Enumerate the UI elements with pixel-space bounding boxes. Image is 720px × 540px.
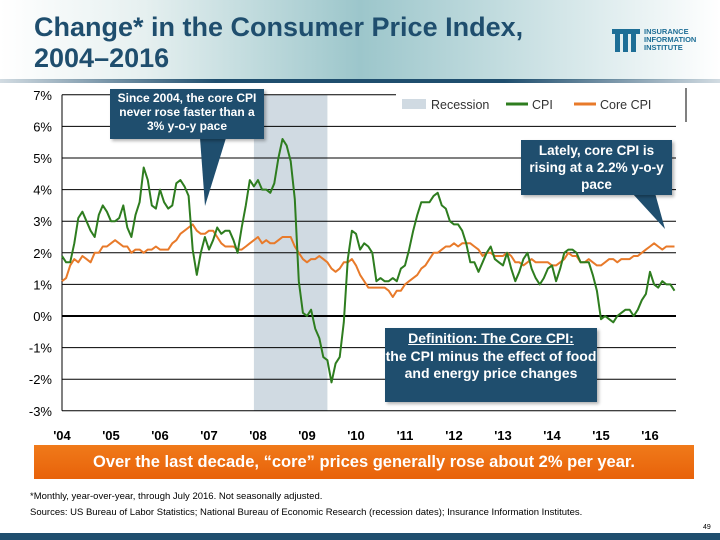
- x-tick-label: '12: [445, 428, 463, 443]
- header-divider: [0, 79, 720, 83]
- y-tick-label: 2%: [33, 246, 52, 261]
- y-tick-label: 4%: [33, 183, 52, 198]
- header: [0, 0, 720, 80]
- y-tick-label: 7%: [33, 88, 52, 103]
- iii-logo: INSURANCE INFORMATION INSTITUTE: [612, 27, 696, 53]
- page-number: 49: [703, 524, 711, 531]
- y-tick-label: -1%: [29, 341, 53, 356]
- x-tick-label: '08: [249, 428, 267, 443]
- summary-banner: Over the last decade, “core” prices gene…: [34, 445, 694, 479]
- legend-label: Core CPI: [600, 98, 651, 112]
- x-tick-label: '09: [298, 428, 316, 443]
- x-tick-label: '15: [592, 428, 610, 443]
- sources: Sources: US Bureau of Labor Statistics; …: [30, 507, 583, 518]
- y-tick-label: -3%: [29, 404, 53, 419]
- x-tick-label: '06: [151, 428, 169, 443]
- definition-title: Definition: The Core CPI:: [408, 330, 574, 346]
- series-line-core-cpi: [61, 223, 675, 298]
- x-tick-label: '05: [102, 428, 120, 443]
- x-tick-label: '10: [347, 428, 365, 443]
- callout-definition: Definition: The Core CPI: the CPI minus …: [385, 328, 597, 402]
- x-tick-label: '16: [641, 428, 659, 443]
- legend-label: CPI: [532, 98, 553, 112]
- legend: Recession CPI Core CPI: [396, 88, 687, 122]
- x-tick-label: '11: [397, 428, 414, 443]
- series-line-cpi: [61, 138, 676, 384]
- x-tick-label: '04: [53, 428, 71, 443]
- x-tick-label: '07: [200, 428, 218, 443]
- legend-swatch-recession: [402, 99, 426, 109]
- callout-pointer: [632, 193, 665, 229]
- x-tick-label: '14: [543, 428, 561, 443]
- y-tick-label: 3%: [33, 214, 52, 229]
- callout-core-cap: Since 2004, the core CPI never rose fast…: [110, 89, 264, 139]
- legend-label: Recession: [431, 98, 489, 112]
- x-tick-label: '13: [494, 428, 512, 443]
- y-tick-label: 0%: [33, 309, 52, 324]
- callout-pointer: [200, 138, 226, 206]
- footer-bar: [0, 533, 720, 540]
- y-tick-label: 5%: [33, 151, 52, 166]
- y-tick-label: 1%: [33, 277, 52, 292]
- callout-lately: Lately, core CPI is rising at a 2.2% y-o…: [521, 140, 672, 195]
- logo-text: INSURANCE INFORMATION INSTITUTE: [644, 27, 697, 52]
- definition-body: the CPI minus the effect of food and ene…: [385, 347, 597, 382]
- footnote: *Monthly, year-over-year, through July 2…: [30, 491, 323, 502]
- y-tick-label: 6%: [33, 119, 52, 134]
- iii-logo-icon: [612, 27, 640, 53]
- page-title: Change* in the Consumer Price Index, 200…: [34, 12, 524, 73]
- y-tick-label: -2%: [29, 372, 53, 387]
- legend-background: [396, 92, 686, 118]
